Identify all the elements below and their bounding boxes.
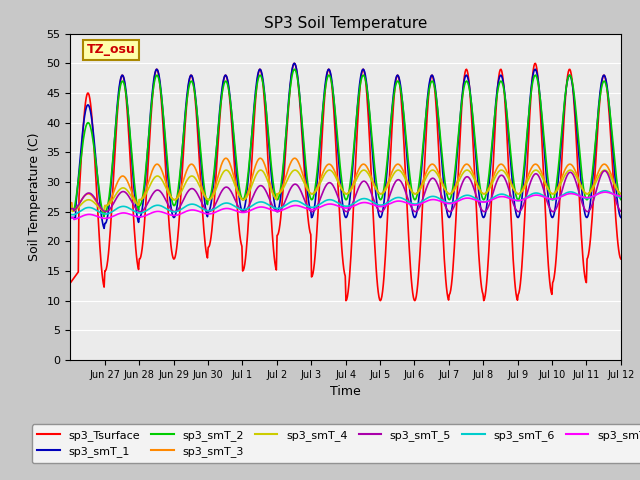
Line: sp3_smT_7: sp3_smT_7 xyxy=(70,192,621,219)
Text: TZ_osu: TZ_osu xyxy=(87,43,136,56)
sp3_Tsurface xyxy=(131,236,139,242)
sp3_smT_1 xyxy=(233,173,241,179)
sp3_Tsurface xyxy=(435,144,442,150)
sp3_smT_5 xyxy=(260,184,268,190)
sp3_smT_6 xyxy=(233,204,241,210)
sp3_smT_7 xyxy=(260,204,268,210)
sp3_smT_3 xyxy=(617,191,625,197)
sp3_smT_6 xyxy=(70,212,78,217)
sp3_smT_2 xyxy=(435,114,442,120)
sp3_smT_5 xyxy=(308,209,316,215)
sp3_smT_4 xyxy=(617,191,625,196)
sp3_Tsurface xyxy=(232,190,240,195)
sp3_smT_5 xyxy=(280,201,288,206)
sp3_smT_4 xyxy=(404,181,412,187)
X-axis label: Time: Time xyxy=(330,385,361,398)
sp3_smT_3 xyxy=(100,208,108,214)
sp3_smT_2 xyxy=(617,197,625,203)
sp3_smT_5 xyxy=(434,182,442,188)
sp3_smT_4 xyxy=(260,170,268,176)
sp3_smT_6 xyxy=(617,194,625,200)
sp3_smT_2 xyxy=(233,164,241,170)
sp3_smT_7 xyxy=(434,197,442,203)
sp3_smT_6 xyxy=(260,200,268,205)
sp3_smT_1 xyxy=(435,118,442,124)
sp3_smT_3 xyxy=(404,180,412,185)
sp3_smT_3 xyxy=(282,174,289,180)
sp3_smT_1 xyxy=(281,145,289,151)
sp3_smT_4 xyxy=(68,209,76,215)
sp3_smT_6 xyxy=(132,209,140,215)
sp3_smT_4 xyxy=(281,182,289,188)
sp3_smT_3 xyxy=(234,187,241,193)
sp3_Tsurface xyxy=(280,170,288,176)
sp3_smT_5 xyxy=(67,206,74,212)
sp3_smT_4 xyxy=(326,167,333,173)
sp3_smT_2 xyxy=(260,88,268,94)
sp3_smT_5 xyxy=(131,204,139,210)
sp3_smT_7 xyxy=(70,216,78,222)
sp3_smT_7 xyxy=(281,206,289,212)
sp3_smT_1 xyxy=(67,215,74,220)
Line: sp3_smT_1: sp3_smT_1 xyxy=(70,63,621,228)
sp3_smT_3 xyxy=(132,199,140,204)
sp3_smT_6 xyxy=(281,203,289,208)
Y-axis label: Soil Temperature (C): Soil Temperature (C) xyxy=(28,132,41,261)
sp3_smT_2 xyxy=(100,214,108,219)
sp3_smT_1 xyxy=(404,163,412,169)
sp3_smT_3 xyxy=(67,200,74,205)
sp3_Tsurface xyxy=(342,298,350,303)
sp3_smT_7 xyxy=(601,189,609,195)
sp3_smT_7 xyxy=(233,208,241,214)
sp3_Tsurface xyxy=(404,216,412,222)
sp3_smT_4 xyxy=(233,188,241,193)
Line: sp3_smT_6: sp3_smT_6 xyxy=(70,191,621,215)
sp3_smT_3 xyxy=(435,170,442,176)
sp3_Tsurface xyxy=(617,256,625,262)
sp3_smT_3 xyxy=(222,156,230,161)
sp3_smT_7 xyxy=(403,200,411,206)
Legend: sp3_Tsurface, sp3_smT_1, sp3_smT_2, sp3_smT_3, sp3_smT_4, sp3_smT_5, sp3_smT_6, : sp3_Tsurface, sp3_smT_1, sp3_smT_2, sp3_… xyxy=(32,424,640,463)
Line: sp3_smT_3: sp3_smT_3 xyxy=(70,158,621,211)
sp3_smT_1 xyxy=(260,86,268,92)
Title: SP3 Soil Temperature: SP3 Soil Temperature xyxy=(264,16,428,31)
sp3_smT_2 xyxy=(132,192,140,198)
Line: sp3_smT_2: sp3_smT_2 xyxy=(70,69,621,216)
sp3_smT_4 xyxy=(132,200,140,206)
sp3_smT_4 xyxy=(67,203,74,209)
sp3_smT_7 xyxy=(67,215,74,220)
sp3_smT_6 xyxy=(403,198,411,204)
sp3_smT_1 xyxy=(132,203,140,209)
sp3_smT_1 xyxy=(291,60,298,66)
sp3_smT_6 xyxy=(434,195,442,201)
sp3_smT_3 xyxy=(261,162,269,168)
sp3_smT_6 xyxy=(601,188,609,193)
Line: sp3_smT_5: sp3_smT_5 xyxy=(70,171,621,212)
sp3_Tsurface xyxy=(260,86,268,92)
sp3_smT_5 xyxy=(617,208,625,214)
Line: sp3_smT_4: sp3_smT_4 xyxy=(70,170,621,212)
Line: sp3_Tsurface: sp3_Tsurface xyxy=(70,63,621,300)
sp3_smT_5 xyxy=(403,193,411,199)
sp3_smT_2 xyxy=(67,206,74,212)
sp3_smT_4 xyxy=(435,173,442,179)
sp3_smT_2 xyxy=(281,143,289,149)
sp3_smT_7 xyxy=(132,214,140,219)
sp3_smT_7 xyxy=(617,193,625,199)
sp3_smT_1 xyxy=(100,226,108,231)
sp3_smT_5 xyxy=(601,168,609,174)
sp3_smT_1 xyxy=(617,215,625,220)
sp3_smT_6 xyxy=(67,212,74,217)
sp3_smT_5 xyxy=(232,199,240,205)
sp3_Tsurface xyxy=(67,280,74,286)
sp3_smT_2 xyxy=(404,152,412,158)
sp3_smT_2 xyxy=(291,66,298,72)
sp3_Tsurface xyxy=(291,60,298,66)
